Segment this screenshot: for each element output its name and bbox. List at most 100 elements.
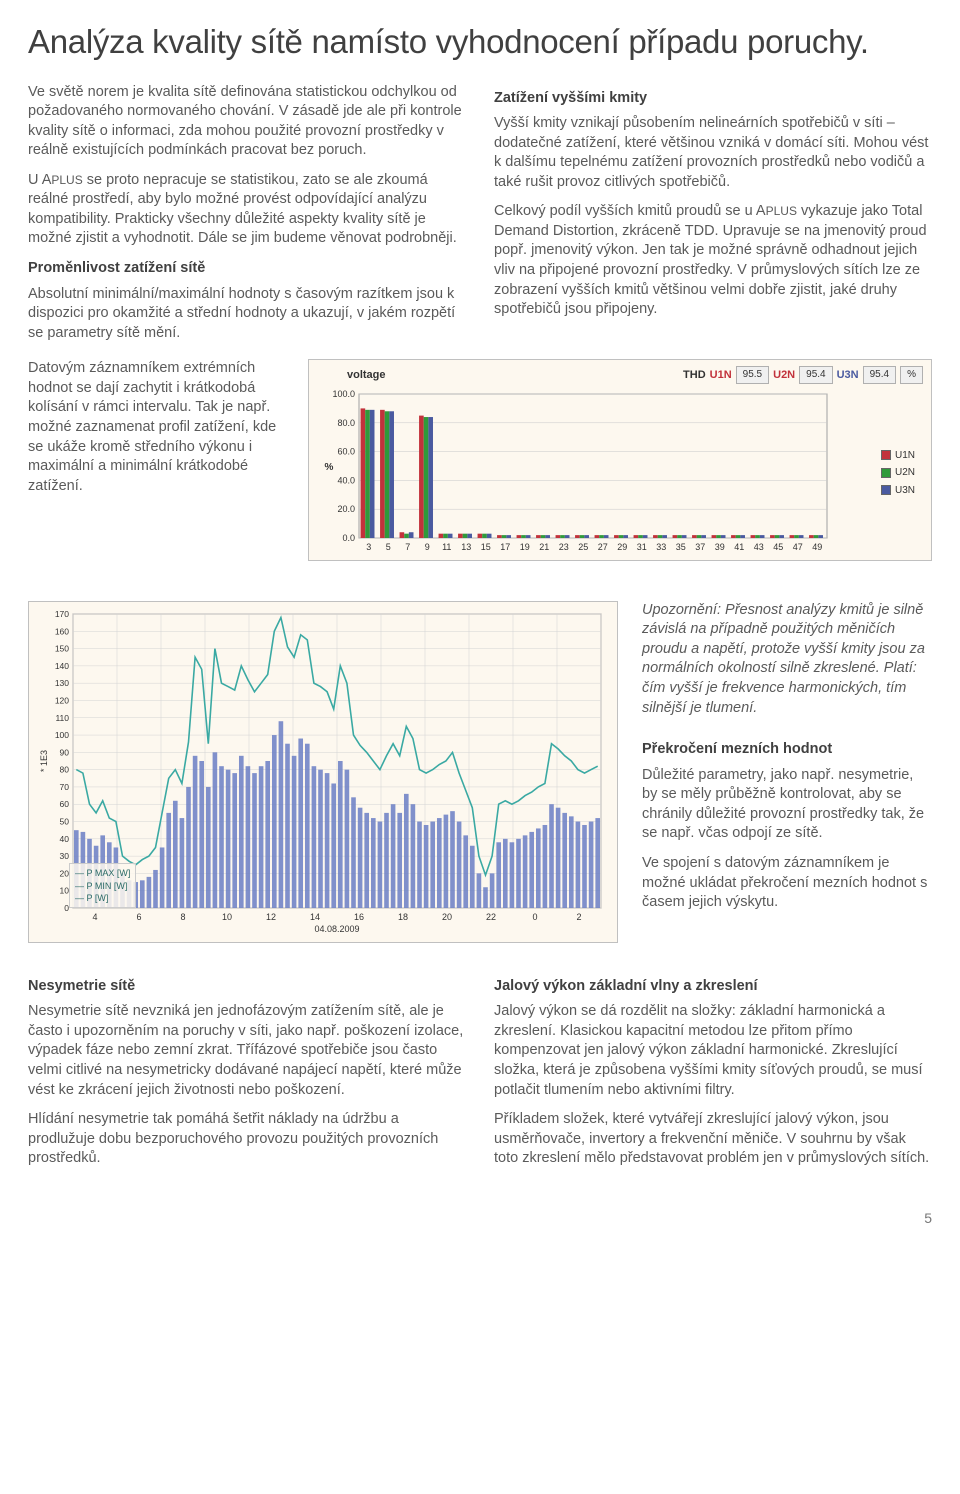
unit-label: % (900, 366, 923, 384)
text: vykazuje jako Total Demand Distortion, z… (494, 203, 927, 317)
legend-item: — P MIN [W] (75, 880, 130, 892)
svg-text:160: 160 (55, 626, 69, 636)
svg-text:43: 43 (754, 542, 764, 552)
phase-label: U2N (773, 368, 795, 383)
bottom-left: Nesymetrie sítě Nesymetrie sítě nevzniká… (28, 971, 466, 1179)
svg-text:33: 33 (656, 542, 666, 552)
svg-text:14: 14 (310, 912, 320, 922)
svg-text:60: 60 (60, 799, 70, 809)
svg-text:9: 9 (425, 542, 430, 552)
svg-text:60.0: 60.0 (337, 446, 355, 456)
legend-item: — P MAX [W] (75, 867, 130, 879)
paragraph: Příkladem složek, které vytvářejí zkresl… (494, 1110, 932, 1169)
text: se proto nepracuje se statistikou, zato … (28, 172, 457, 247)
svg-text:45: 45 (773, 542, 783, 552)
paragraph: U APLUS se proto nepracuje se statistiko… (28, 171, 466, 249)
paragraph: Jalový výkon se dá rozdělit na složky: z… (494, 1002, 932, 1100)
text: PLUS (51, 173, 82, 187)
svg-text:22: 22 (486, 912, 496, 922)
thd-chart-title: voltage (347, 368, 386, 383)
svg-text:23: 23 (559, 542, 569, 552)
subheading: Proměnlivost zatížení sítě (28, 259, 466, 279)
svg-text:15: 15 (481, 542, 491, 552)
svg-text:2: 2 (576, 912, 581, 922)
svg-text:16: 16 (354, 912, 364, 922)
svg-text:13: 13 (461, 542, 471, 552)
svg-text:6: 6 (136, 912, 141, 922)
svg-text:4: 4 (92, 912, 97, 922)
svg-text:80: 80 (60, 764, 70, 774)
svg-text:27: 27 (598, 542, 608, 552)
phase-label: U1N (710, 368, 732, 383)
svg-text:21: 21 (539, 542, 549, 552)
subheading: Překročení mezních hodnot (642, 740, 932, 760)
legend-swatch (881, 485, 891, 495)
legend-item: U2N (881, 466, 915, 480)
legend-item: U3N (881, 484, 915, 498)
thd-bar-chart: 0.020.040.060.080.0100.03579111315171921… (317, 386, 877, 556)
paragraph: Hlídání nesymetrie tak pomáhá šetřit nák… (28, 1110, 466, 1169)
paragraph: Důležité parametry, jako např. nesymetri… (642, 766, 932, 844)
note: Upozornění: Přesnost analýzy kmitů je si… (642, 601, 932, 718)
svg-text:140: 140 (55, 661, 69, 671)
svg-text:40.0: 40.0 (337, 475, 355, 485)
svg-text:110: 110 (55, 713, 69, 723)
legend-label: U1N (895, 449, 915, 463)
svg-text:11: 11 (442, 542, 451, 552)
paragraph: Datovým záznamníkem extrémních hodnot se… (28, 359, 288, 496)
paragraph: Absolutní minimální/maximální hodnoty s … (28, 285, 466, 344)
svg-text:* 1E3: * 1E3 (39, 750, 49, 772)
left-column: Ve světě norem je kvalita sítě definován… (28, 83, 466, 354)
legend-item: — P [W] (75, 892, 130, 904)
paragraph: Vyšší kmity vznikají působením nelineárn… (494, 114, 932, 192)
svg-text:170: 170 (55, 609, 69, 619)
phase-value: 95.4 (799, 366, 832, 384)
svg-text:31: 31 (637, 542, 647, 552)
svg-text:41: 41 (734, 542, 744, 552)
svg-text:25: 25 (578, 542, 588, 552)
legend-swatch (881, 450, 891, 460)
text: U A (28, 172, 51, 188)
thd-legend: U1N U2N U3N (877, 445, 915, 498)
bottom-right: Jalový výkon základní vlny a zkreslení J… (494, 971, 932, 1179)
svg-text:100.0: 100.0 (332, 389, 355, 399)
svg-text:8: 8 (180, 912, 185, 922)
right-side-text: Upozornění: Přesnost analýzy kmitů je si… (642, 601, 932, 923)
svg-text:5: 5 (386, 542, 391, 552)
svg-text:20: 20 (442, 912, 452, 922)
legend-item: U1N (881, 449, 915, 463)
svg-text:7: 7 (405, 542, 410, 552)
phase-label: U3N (837, 368, 859, 383)
svg-text:130: 130 (55, 678, 69, 688)
svg-text:18: 18 (398, 912, 408, 922)
svg-text:0: 0 (532, 912, 537, 922)
right-column: Zatížení vyššími kmity Vyšší kmity vznik… (494, 83, 932, 354)
line-chart-container: 0102030405060708090100110120130140150160… (28, 601, 618, 943)
svg-text:30: 30 (60, 851, 70, 861)
legend-label: U2N (895, 466, 915, 480)
paragraph: Celkový podíl vyšších kmitů proudů se u … (494, 202, 932, 319)
svg-text:3: 3 (366, 542, 371, 552)
svg-text:100: 100 (55, 730, 69, 740)
svg-text:29: 29 (617, 542, 627, 552)
svg-text:20: 20 (60, 868, 70, 878)
svg-text:90: 90 (60, 747, 70, 757)
svg-text:0.0: 0.0 (342, 533, 355, 543)
line-chart-legend: — P MAX [W]— P MIN [W]— P [W] (69, 863, 136, 907)
paragraph: Nesymetrie sítě nevzniká jen jednofázový… (28, 1002, 466, 1100)
legend-label: U3N (895, 484, 915, 498)
svg-text:10: 10 (222, 912, 232, 922)
subheading: Zatížení vyššími kmity (494, 89, 932, 109)
svg-text:49: 49 (812, 542, 822, 552)
svg-text:04.08.2009: 04.08.2009 (314, 924, 359, 934)
svg-text:12: 12 (266, 912, 276, 922)
paragraph: Ve spojení s datovým záznamníkem je možn… (642, 854, 932, 913)
text: Celkový podíl vyšších kmitů proudů se u … (494, 203, 766, 219)
svg-text:70: 70 (60, 782, 70, 792)
svg-text:17: 17 (500, 542, 510, 552)
svg-text:%: % (325, 462, 334, 473)
svg-text:20.0: 20.0 (337, 504, 355, 514)
subheading: Nesymetrie sítě (28, 977, 466, 997)
thd-chart-container: voltage THDU1N 95.5U2N 95.4U3N 95.4%0.02… (308, 359, 932, 561)
thd-header: voltage THDU1N 95.5U2N 95.4U3N 95.4% (317, 366, 923, 384)
